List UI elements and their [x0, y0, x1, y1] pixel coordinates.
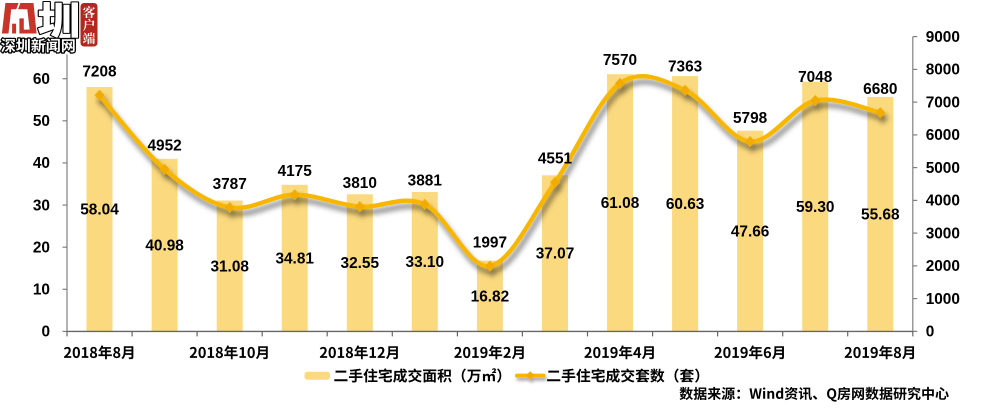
- svg-text:58.04: 58.04: [80, 202, 119, 219]
- svg-text:1997: 1997: [473, 234, 507, 251]
- svg-text:3000: 3000: [926, 225, 960, 242]
- svg-text:47.66: 47.66: [731, 223, 770, 240]
- svg-text:0: 0: [926, 324, 935, 341]
- svg-text:8000: 8000: [926, 62, 960, 79]
- svg-text:60: 60: [33, 71, 50, 88]
- svg-text:3881: 3881: [408, 173, 443, 190]
- svg-text:37.07: 37.07: [536, 246, 575, 263]
- svg-text:34.81: 34.81: [275, 250, 314, 267]
- svg-text:7048: 7048: [798, 69, 833, 86]
- svg-text:40.98: 40.98: [145, 237, 184, 254]
- svg-text:40: 40: [33, 155, 50, 172]
- svg-text:6000: 6000: [926, 127, 960, 144]
- svg-text:1000: 1000: [926, 291, 960, 308]
- svg-text:16.82: 16.82: [471, 288, 510, 305]
- svg-text:2000: 2000: [926, 258, 960, 275]
- svg-text:10: 10: [33, 282, 50, 299]
- svg-text:5000: 5000: [926, 160, 960, 177]
- svg-text:55.68: 55.68: [861, 207, 900, 224]
- svg-text:7208: 7208: [82, 64, 117, 81]
- svg-text:20: 20: [33, 240, 50, 257]
- svg-text:4175: 4175: [278, 163, 313, 180]
- svg-text:61.08: 61.08: [601, 195, 640, 212]
- svg-text:30: 30: [33, 197, 50, 214]
- svg-text:7363: 7363: [668, 59, 702, 76]
- svg-text:31.08: 31.08: [210, 258, 249, 275]
- svg-text:33.10: 33.10: [406, 254, 445, 271]
- svg-text:6680: 6680: [863, 81, 897, 98]
- svg-text:9000: 9000: [926, 29, 960, 46]
- svg-text:3787: 3787: [213, 176, 247, 193]
- svg-text:4952: 4952: [147, 138, 181, 155]
- svg-text:5798: 5798: [733, 110, 768, 127]
- svg-text:0: 0: [41, 324, 50, 341]
- svg-text:7570: 7570: [603, 52, 637, 69]
- svg-text:4551: 4551: [538, 151, 573, 168]
- svg-text:32.55: 32.55: [341, 255, 380, 272]
- svg-text:59.30: 59.30: [796, 199, 835, 216]
- svg-text:60.63: 60.63: [666, 196, 705, 213]
- svg-text:3810: 3810: [343, 175, 377, 192]
- svg-text:4000: 4000: [926, 193, 960, 210]
- svg-text:50: 50: [33, 113, 50, 130]
- svg-text:7000: 7000: [926, 94, 960, 111]
